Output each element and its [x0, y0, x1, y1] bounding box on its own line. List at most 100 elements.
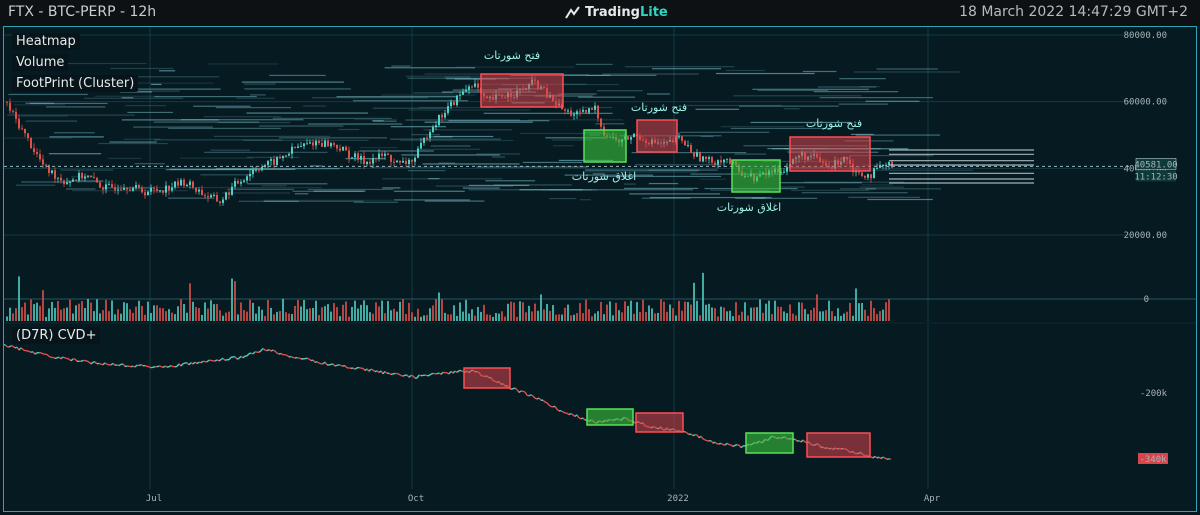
- heatmap-streak: [221, 187, 322, 189]
- heatmap-streak: [720, 126, 805, 128]
- label-close-short-2: اغلاق شورتات: [717, 201, 781, 214]
- volume-bar: [483, 304, 485, 321]
- volume-bar: [306, 309, 308, 321]
- volume-bar: [435, 299, 437, 321]
- volume-bar: [108, 311, 110, 321]
- volume-bar: [600, 301, 602, 321]
- candle-body: [63, 180, 65, 185]
- volume-bar: [204, 302, 206, 321]
- volume-bar: [333, 303, 335, 321]
- heatmap-streak: [207, 63, 279, 65]
- cvd-segment: [580, 417, 584, 420]
- footprint-toggle[interactable]: FootPrint (Cluster): [12, 75, 139, 92]
- volume-bar: [633, 313, 635, 321]
- heatmap-streak: [840, 188, 941, 190]
- candle-body: [444, 112, 446, 118]
- volume-toggle[interactable]: Volume: [12, 54, 69, 71]
- cvd-segment: [260, 347, 264, 352]
- candle-body: [417, 148, 419, 158]
- candle-body: [435, 125, 437, 128]
- volume-bar: [9, 307, 11, 321]
- chart-canvas[interactable]: فتح شورتات فتح شورتات فتح شورتات اغلاق شورت…: [4, 27, 1197, 512]
- heatmap-streak: [779, 182, 863, 184]
- candle-body: [702, 156, 704, 162]
- candle-body: [729, 158, 731, 164]
- heatmap-streak: [167, 197, 215, 199]
- candle-body: [186, 184, 188, 186]
- candle-body: [312, 142, 314, 146]
- cvd-segment: [690, 433, 694, 437]
- heatmap-streak: [725, 69, 765, 72]
- volume-bar: [555, 314, 557, 321]
- volume-bar: [816, 294, 818, 321]
- volume-bar: [348, 316, 350, 321]
- cvd-segment: [312, 359, 316, 363]
- cvd-segment: [324, 361, 328, 366]
- cvd-segment: [218, 358, 222, 362]
- cvd-segment: [344, 365, 348, 369]
- cvd-segment: [240, 355, 244, 359]
- cvd-segment: [436, 372, 440, 375]
- volume-bar: [726, 311, 728, 321]
- volume-bar: [336, 307, 338, 321]
- candle-body: [213, 194, 215, 196]
- volume-bar: [501, 311, 503, 321]
- cvd-segment: [870, 456, 874, 459]
- volume-bar: [378, 306, 380, 321]
- heatmap-streak: [140, 186, 223, 189]
- heatmap-streak: [491, 156, 505, 158]
- heatmap-streak: [49, 136, 104, 138]
- candle-body: [450, 101, 452, 107]
- heatmap-streak: [586, 74, 657, 76]
- cvd-segment: [112, 362, 116, 366]
- candle-body: [204, 195, 206, 197]
- volume-bar: [438, 292, 440, 321]
- volume-bar: [222, 315, 224, 321]
- volume-bar: [300, 306, 302, 321]
- cvd-segment: [96, 362, 100, 365]
- cvd-segment: [160, 365, 164, 369]
- candle-body: [84, 176, 86, 179]
- volume-bar: [474, 315, 476, 321]
- volume-bar: [720, 306, 722, 321]
- chart-area[interactable]: فتح شورتات فتح شورتات فتح شورتات اغلاق شورت…: [3, 26, 1197, 512]
- volume-bar: [93, 311, 95, 321]
- volume-bar: [519, 301, 521, 321]
- cvd-segment: [248, 352, 252, 355]
- volume-bar: [873, 308, 875, 321]
- cvd-segment: [352, 367, 356, 370]
- volume-bar: [174, 314, 176, 321]
- volume-bar: [522, 302, 524, 321]
- volume-bar: [261, 309, 263, 321]
- volume-bar: [663, 301, 665, 321]
- volume-bar: [81, 301, 83, 321]
- cvd-short-close-box-1: [586, 408, 634, 426]
- heatmap-streak: [434, 135, 494, 138]
- candle-body: [192, 181, 194, 188]
- heatmap-streak: [407, 170, 446, 172]
- heatmap-streak: [372, 120, 397, 122]
- cvd-tick: -200k: [1140, 389, 1168, 399]
- cvd-segment: [722, 443, 726, 446]
- volume-bar: [711, 307, 713, 321]
- heatmap-toggle[interactable]: Heatmap: [12, 33, 80, 50]
- candle-body: [258, 169, 260, 171]
- candle-body: [864, 175, 866, 178]
- candle-body: [393, 161, 395, 163]
- candle-body: [780, 171, 782, 173]
- heatmap-streak: [360, 147, 398, 149]
- time-axis: Jul Oct 2022 Apr: [146, 494, 941, 504]
- candle-body: [684, 140, 686, 146]
- cvd-indicator-label[interactable]: (D7R) CVD+: [12, 327, 101, 344]
- heatmap-streak: [876, 68, 938, 70]
- candle-body: [348, 150, 350, 159]
- heatmap-streak: [861, 184, 893, 186]
- heatmap-streak: [854, 71, 960, 73]
- volume-bar: [420, 316, 422, 321]
- heatmap-streak: [699, 178, 727, 180]
- candle-body: [699, 152, 701, 162]
- volume-bar: [36, 302, 38, 321]
- volume-bar: [225, 312, 227, 321]
- cvd-segment: [28, 350, 32, 353]
